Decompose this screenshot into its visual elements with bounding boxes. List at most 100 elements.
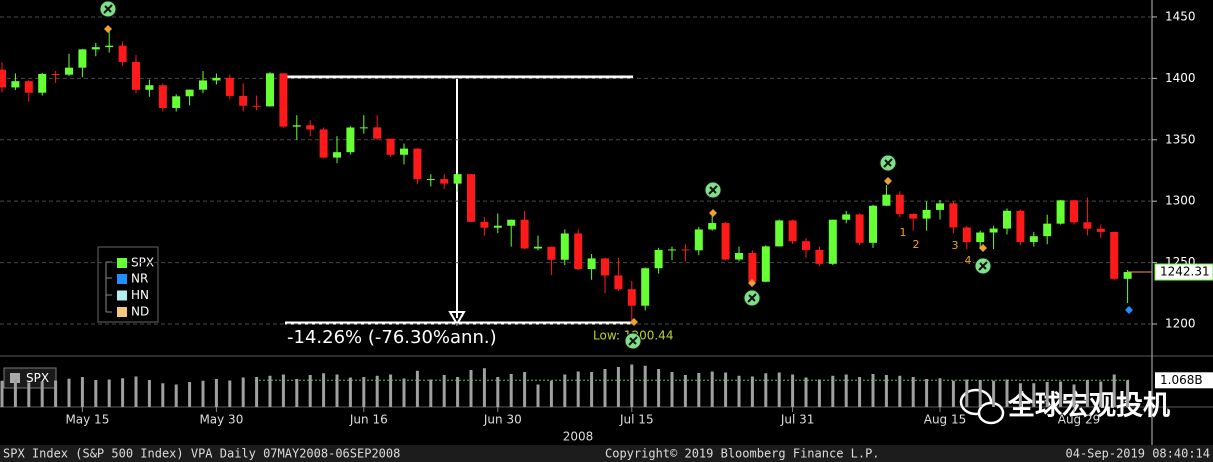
event-diamond xyxy=(104,25,112,33)
candle-body xyxy=(735,253,743,260)
volume-bar xyxy=(415,370,419,407)
volume-bar xyxy=(858,377,862,407)
candle-body xyxy=(319,129,328,158)
candle-body xyxy=(855,214,864,243)
volume-bar xyxy=(255,377,259,407)
candle-body xyxy=(721,223,730,260)
watermark-icon xyxy=(977,401,1005,425)
event-diamond xyxy=(630,318,638,326)
volume-bar xyxy=(1112,374,1116,407)
volume-bar xyxy=(80,377,84,407)
volume-bar xyxy=(965,379,969,407)
volume-bar xyxy=(482,368,486,407)
footer-left: SPX Index (S&P 500 Index) VPA Daily 07MA… xyxy=(3,447,400,461)
volume-bar xyxy=(563,374,567,407)
volume-bar xyxy=(978,380,982,407)
candle-body xyxy=(520,219,529,249)
candle-body xyxy=(292,125,301,127)
last-value-label: 1242.31 xyxy=(1160,265,1210,279)
volume-bar xyxy=(107,379,111,407)
volume-bar xyxy=(657,369,661,407)
event-diamond xyxy=(709,209,717,217)
x-tick-label: Jun 30 xyxy=(483,413,522,427)
volume-tag: 1.068B xyxy=(1160,373,1203,387)
x-tick-label: Jul 31 xyxy=(780,413,815,427)
volume-bar xyxy=(871,374,875,407)
volume-bar xyxy=(710,371,714,407)
volume-bar xyxy=(402,378,406,407)
candle-body xyxy=(0,69,6,88)
volume-bar xyxy=(1085,380,1089,407)
candle-body xyxy=(440,179,449,184)
y-tick-label: 1300 xyxy=(1165,194,1196,208)
legend-box xyxy=(97,246,159,323)
candle-body xyxy=(252,105,261,107)
volume-bar xyxy=(509,374,513,407)
legend-swatch xyxy=(117,307,127,317)
candle-body xyxy=(11,81,20,88)
candle-body xyxy=(185,89,194,97)
change-annotation: -14.26% (-76.30%ann.) xyxy=(287,327,497,348)
candle-body xyxy=(132,61,140,90)
last-value-box xyxy=(1154,263,1213,281)
y-tick-label: 1450 xyxy=(1165,9,1196,23)
volume-bar xyxy=(1018,383,1022,407)
candle-body xyxy=(78,49,87,68)
x-tick-label: May 30 xyxy=(199,413,243,427)
volume-bar xyxy=(764,373,768,407)
candle-body xyxy=(507,219,516,226)
volume-bar xyxy=(295,379,299,407)
volume-bar xyxy=(938,378,942,407)
volume-bar xyxy=(281,374,285,407)
volume-bar xyxy=(67,378,71,407)
volume-bar xyxy=(40,381,44,407)
volume-bar xyxy=(1032,383,1036,407)
candle-body xyxy=(65,67,73,75)
candle-body xyxy=(359,127,368,129)
volume-bar xyxy=(456,377,460,407)
volume-bar xyxy=(121,378,125,407)
candle-body xyxy=(1096,228,1105,232)
volume-bar xyxy=(683,375,687,407)
volume-bar xyxy=(777,372,781,407)
candle-body xyxy=(333,152,341,158)
candle-body xyxy=(587,258,596,270)
candle-body xyxy=(1016,210,1025,242)
candle-body xyxy=(493,225,502,228)
candle-body xyxy=(668,249,676,251)
candle-body xyxy=(547,246,556,260)
event-diamond xyxy=(884,177,892,185)
legend-swatch xyxy=(117,258,127,268)
legend-label: HN xyxy=(131,288,149,302)
candle-body xyxy=(694,229,703,251)
candle-body xyxy=(909,213,918,219)
volume-bar xyxy=(750,376,754,407)
x-tick-label: Aug 15 xyxy=(924,413,967,427)
footer-center: Copyright© 2019 Bloomberg Finance L.P. xyxy=(605,447,880,461)
candle-body xyxy=(306,125,315,130)
volume-bar xyxy=(1045,382,1049,407)
event-icon-cross xyxy=(628,336,638,346)
y-tick-label: 1400 xyxy=(1165,71,1196,85)
candle-body xyxy=(24,81,33,93)
candle-body xyxy=(815,249,824,264)
volume-bar xyxy=(54,380,58,407)
candle-body xyxy=(1123,272,1132,279)
candle-body xyxy=(145,85,154,90)
event-number: 4 xyxy=(965,254,972,267)
candle-body xyxy=(1029,236,1038,242)
volume-bar xyxy=(911,377,915,407)
event-number: 3 xyxy=(952,239,959,252)
volume-bar xyxy=(241,377,245,407)
candle-body xyxy=(158,85,167,108)
candle-body xyxy=(748,253,757,282)
volume-bar xyxy=(523,372,527,407)
volume-bar xyxy=(134,376,138,407)
candle-body xyxy=(802,241,810,250)
volume-bar xyxy=(643,365,647,407)
volume-bar xyxy=(898,375,902,407)
candle-body xyxy=(989,228,998,233)
candle-body xyxy=(212,77,221,81)
year-label: 2008 xyxy=(563,430,594,444)
